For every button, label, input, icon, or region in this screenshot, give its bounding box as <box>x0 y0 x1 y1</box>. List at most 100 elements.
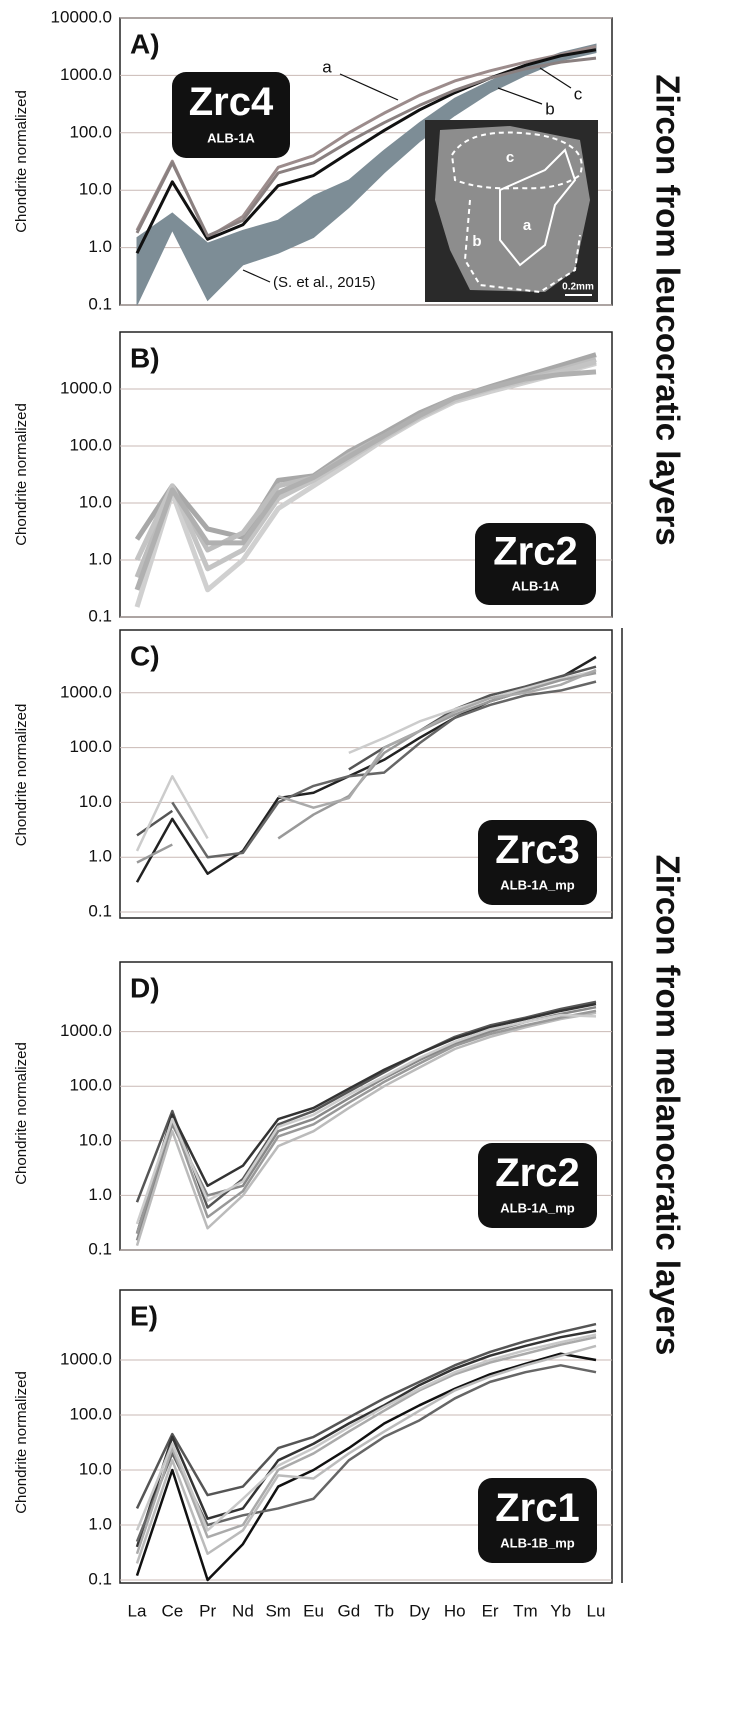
panel-label: D) <box>130 972 160 1003</box>
legend-box <box>478 820 597 905</box>
series-line <box>135 1364 597 1543</box>
series-line <box>135 1013 597 1225</box>
y-tick-label: 1000.0 <box>60 682 112 701</box>
series-line <box>135 1333 597 1532</box>
panel-label: B) <box>130 342 160 373</box>
y-tick-label: 10.0 <box>79 792 112 811</box>
x-tick-label: Ho <box>444 1601 466 1620</box>
series-line <box>171 680 597 859</box>
y-tick-label: 0.1 <box>88 606 112 625</box>
y-tick-label: 100.0 <box>69 435 112 454</box>
y-tick-label: 1.0 <box>88 1514 112 1533</box>
x-tick-label: Lu <box>587 1601 606 1620</box>
series-line <box>135 56 597 238</box>
y-tick-label: 1000.0 <box>60 1349 112 1368</box>
y-tick-label: 10.0 <box>79 180 112 199</box>
y-tick-label: 10.0 <box>79 1130 112 1149</box>
legend-subtitle: ALB-1A <box>207 131 255 146</box>
legend-title: Zrc1 <box>495 1486 580 1530</box>
x-tick-label: Yb <box>550 1601 571 1620</box>
y-tick-label: 100.0 <box>69 1076 112 1095</box>
y-tick-label: 100.0 <box>69 1404 112 1423</box>
y-tick-label: 1.0 <box>88 549 112 568</box>
y-tick-label: 10000.0 <box>51 7 112 26</box>
x-tick-label: Tb <box>374 1601 394 1620</box>
panel-label: E) <box>130 1300 158 1331</box>
inset-label: a <box>523 217 532 234</box>
panel-label: A) <box>130 28 160 59</box>
legend-title: Zrc2 <box>495 1151 580 1195</box>
x-tick-label: Gd <box>338 1601 361 1620</box>
y-axis-label: Chondrite normalized <box>13 90 30 233</box>
x-tick-label: Pr <box>199 1601 216 1620</box>
y-tick-label: 10.0 <box>79 492 112 511</box>
inset-label: 0.2mm <box>562 282 594 293</box>
series-line <box>135 48 597 254</box>
y-axis-label: Chondrite normalized <box>13 1371 30 1514</box>
y-tick-label: 0.1 <box>88 1569 112 1588</box>
inset-label: c <box>506 149 514 166</box>
y-axis-label: Chondrite normalized <box>13 1042 30 1185</box>
panel-label: C) <box>130 640 160 671</box>
y-tick-label: 100.0 <box>69 737 112 756</box>
x-tick-label: Eu <box>303 1601 324 1620</box>
y-tick-label: 1.0 <box>88 237 112 256</box>
series-line <box>135 1352 597 1582</box>
inset-zone <box>499 148 577 267</box>
series-annotation: c <box>574 84 583 103</box>
y-tick-label: 0.1 <box>88 901 112 920</box>
legend-box <box>478 1143 597 1228</box>
side-label: Zircon from leucocratic layers <box>649 74 686 545</box>
y-tick-label: 10.0 <box>79 1459 112 1478</box>
legend-title: Zrc2 <box>493 530 578 574</box>
series-line <box>135 1002 597 1234</box>
leader-line <box>497 87 543 105</box>
legend-box <box>172 72 290 158</box>
x-tick-label: Tm <box>513 1601 538 1620</box>
y-tick-label: 1000.0 <box>60 378 112 397</box>
inset-zone <box>450 131 583 190</box>
series-line <box>135 1344 597 1564</box>
series-annotation: b <box>545 99 554 118</box>
legend-title: Zrc3 <box>495 828 580 872</box>
series-line <box>277 668 597 809</box>
legend-subtitle: ALB-1A_mp <box>500 1201 574 1216</box>
legend-title: Zrc4 <box>189 80 274 124</box>
series-line <box>134 369 597 591</box>
y-tick-label: 1000.0 <box>60 65 112 84</box>
y-tick-label: 0.1 <box>88 294 112 313</box>
range-band <box>136 43 597 306</box>
inset-zone <box>463 199 581 294</box>
y-axis-label: Chondrite normalized <box>13 403 30 546</box>
leader-line <box>242 269 271 283</box>
x-tick-label: Er <box>482 1601 499 1620</box>
series-line <box>135 1000 597 1209</box>
side-label: Zircon from melanocratic layers <box>649 855 686 1356</box>
x-tick-label: Nd <box>232 1601 254 1620</box>
leader-line <box>339 73 399 101</box>
band-annotation: (S. et al., 2015) <box>273 274 376 291</box>
x-tick-label: Dy <box>409 1601 430 1620</box>
x-tick-label: Ce <box>161 1601 183 1620</box>
y-axis-label: Chondrite normalized <box>13 704 30 847</box>
series-line <box>135 1322 597 1509</box>
series-line <box>135 1329 597 1548</box>
y-tick-label: 1.0 <box>88 1185 112 1204</box>
y-tick-label: 100.0 <box>69 122 112 141</box>
x-tick-label: Sm <box>265 1601 291 1620</box>
y-tick-label: 1.0 <box>88 847 112 866</box>
legend-box <box>478 1478 597 1563</box>
series-line <box>134 352 597 541</box>
legend-subtitle: ALB-1A <box>512 578 560 593</box>
legend-box <box>475 523 596 605</box>
legend-subtitle: ALB-1B_mp <box>500 1536 574 1551</box>
legend-subtitle: ALB-1A_mp <box>500 878 574 893</box>
y-tick-label: 1000.0 <box>60 1021 112 1040</box>
series-annotation: a <box>322 57 332 76</box>
series-line <box>135 1011 597 1247</box>
x-tick-label: La <box>128 1601 147 1620</box>
y-tick-label: 0.1 <box>88 1239 112 1258</box>
inset-grain <box>435 126 590 292</box>
leader-line <box>539 67 572 89</box>
